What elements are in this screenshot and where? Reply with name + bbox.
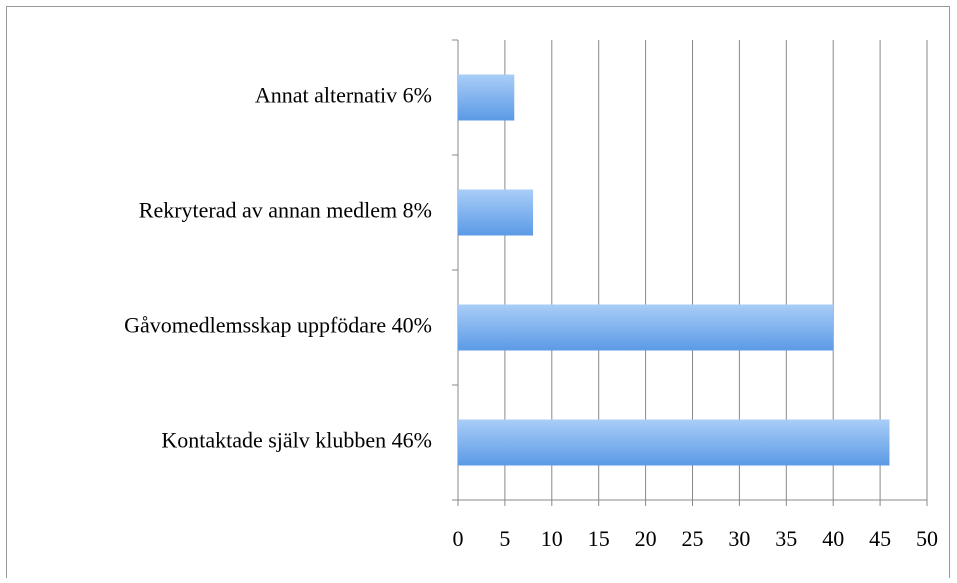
y-tick-label: Gåvomedlemsskap uppfödare 40%: [124, 313, 432, 338]
y-tick-label: Annat alternativ 6%: [255, 83, 432, 108]
x-tick-label: 30: [728, 526, 750, 551]
chart-border: [6, 6, 950, 583]
x-tick-label: 35: [775, 526, 797, 551]
x-tick-label: 20: [635, 526, 657, 551]
x-tick-label: 50: [916, 526, 938, 551]
bar: [458, 304, 834, 351]
x-tick-label: 10: [541, 526, 563, 551]
y-tick-label: Rekryterad av annan medlem 8%: [139, 198, 432, 223]
bar: [458, 74, 515, 121]
bar: [458, 189, 534, 236]
x-tick-label: 40: [822, 526, 844, 551]
x-tick-label: 15: [588, 526, 610, 551]
x-tick-label: 5: [499, 526, 510, 551]
y-tick-label: Kontaktade själv klubben 46%: [161, 428, 432, 453]
bar: [458, 419, 890, 466]
x-tick-label: 0: [453, 526, 464, 551]
x-tick-label: 25: [682, 526, 704, 551]
x-tick-label: 45: [869, 526, 891, 551]
